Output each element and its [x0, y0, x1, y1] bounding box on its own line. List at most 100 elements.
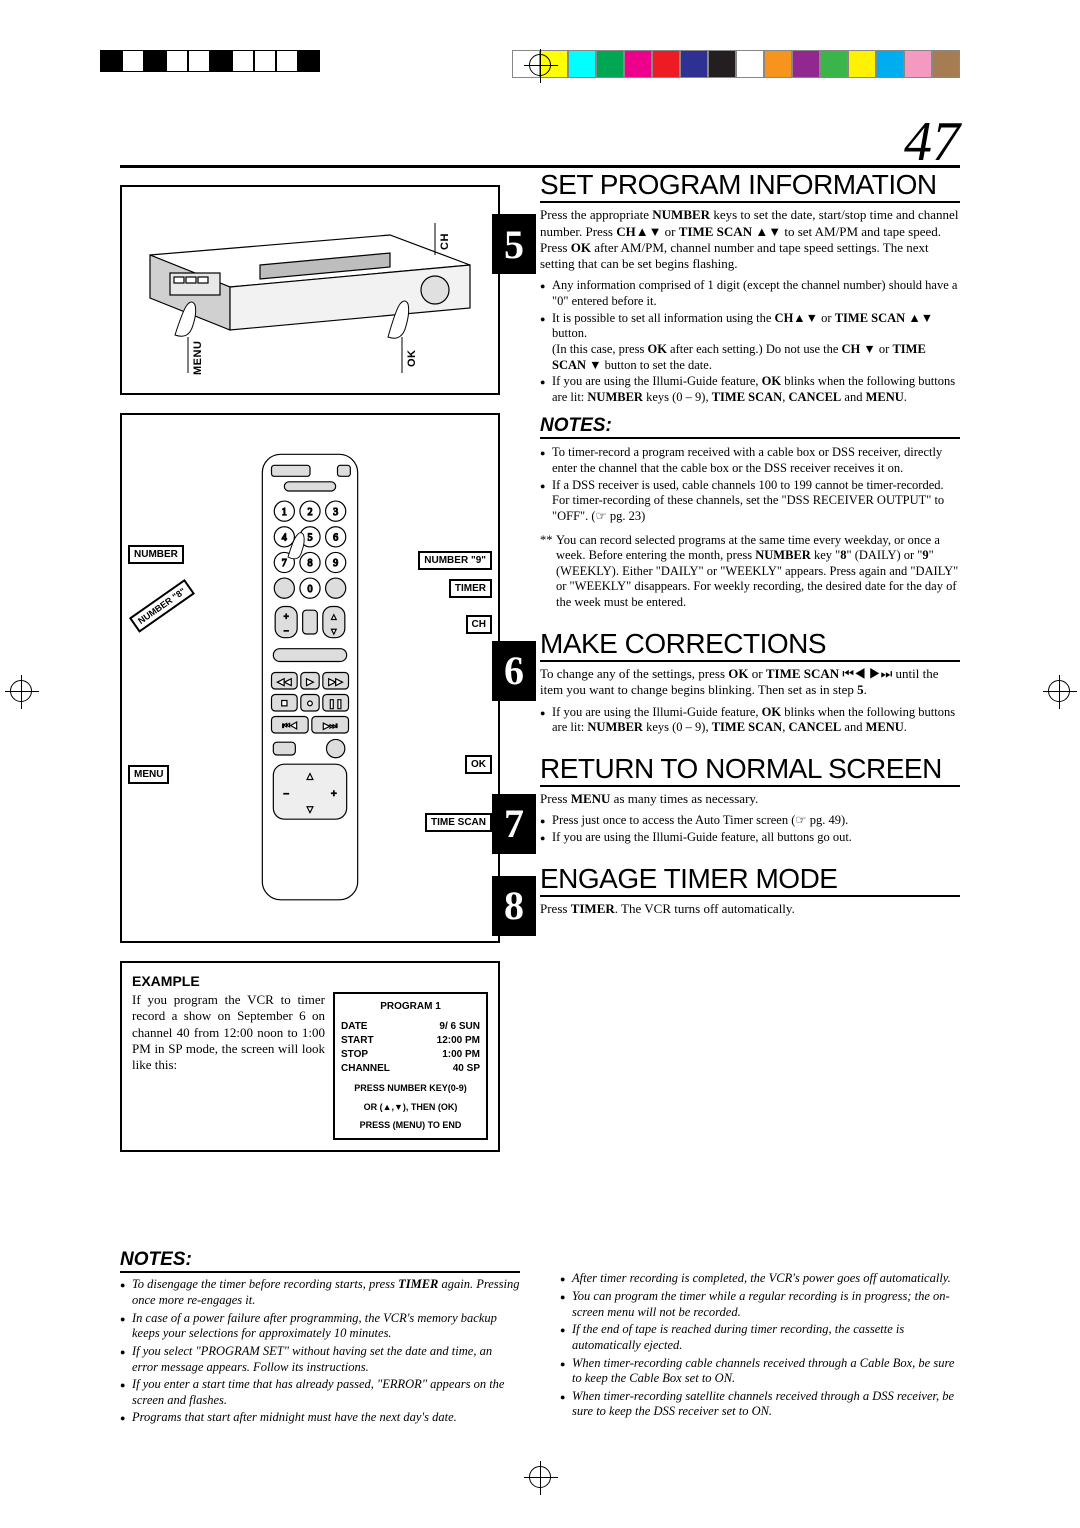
osd-row: DATE9/ 6 SUN [341, 1020, 480, 1034]
osd-row: START12:00 PM [341, 1034, 480, 1048]
step-6: 6 MAKE CORRECTIONS To change any of the … [540, 629, 960, 736]
list-item: Programs that start after midnight must … [120, 1410, 520, 1426]
list-item: If you are using the Illumi-Guide featur… [540, 830, 960, 846]
step-8-body: Press TIMER. The VCR turns off automatic… [540, 901, 960, 917]
example-heading: EXAMPLE [132, 973, 488, 989]
remote-illustration: 1 2 3 4 5 6 7 8 9 0 [200, 428, 420, 928]
osd-row: CHANNEL40 SP [341, 1062, 480, 1076]
svg-text:▶⏭: ▶⏭ [323, 721, 337, 730]
svg-text:8: 8 [307, 558, 312, 569]
vcr-illustration: CH OK MENU [130, 195, 490, 385]
vcr-diagram-box: CH OK MENU [120, 185, 500, 395]
osd-rows: DATE9/ 6 SUNSTART12:00 PMSTOP1:00 PMCHAN… [341, 1020, 480, 1076]
notes1-heading: NOTES: [540, 415, 960, 439]
notes1-list: To timer-record a program received with … [540, 445, 960, 524]
svg-text:▶▶: ▶▶ [329, 676, 343, 686]
step-6-body: To change any of the settings, press OK … [540, 666, 960, 699]
right-column: 5 SET PROGRAM INFORMATION Press the appr… [540, 170, 960, 935]
osd-foot3: PRESS (MENU) TO END [341, 1119, 480, 1132]
step-8: 8 ENGAGE TIMER MODE Press TIMER. The VCR… [540, 864, 960, 918]
list-item: Any information comprised of 1 digit (ex… [540, 278, 960, 309]
list-item: When timer-recording satellite channels … [560, 1389, 960, 1420]
step-5-number: 5 [492, 214, 536, 274]
list-item: To disengage the timer before recording … [120, 1277, 520, 1308]
step-8-number: 8 [492, 876, 536, 936]
content-area: 47 [120, 110, 960, 1428]
top-rule [120, 165, 960, 168]
step-7: 7 RETURN TO NORMAL SCREEN Press MENU as … [540, 754, 960, 846]
ok-label: OK [406, 350, 418, 368]
osd-foot2: OR (▲,▼), THEN (OK) [341, 1101, 480, 1114]
svg-text:−: − [283, 789, 289, 800]
osd-panel: PROGRAM 1 DATE9/ 6 SUNSTART12:00 PMSTOP1… [333, 992, 488, 1140]
list-item: When timer-recording cable channels rece… [560, 1356, 960, 1387]
step-7-number: 7 [492, 794, 536, 854]
ch-label-remote: CH [466, 615, 492, 634]
svg-text:0: 0 [307, 584, 312, 595]
reg-mark-top [529, 54, 551, 76]
list-item: After timer recording is completed, the … [560, 1271, 960, 1287]
svg-text:◀◀: ◀◀ [277, 676, 291, 686]
number-label: NUMBER [128, 545, 184, 564]
list-item: Press just once to access the Auto Timer… [540, 813, 960, 829]
osd-title: PROGRAM 1 [341, 1000, 480, 1014]
osd-row: STOP1:00 PM [341, 1048, 480, 1062]
step-6-title: MAKE CORRECTIONS [540, 629, 960, 662]
remote-diagram-box: 1 2 3 4 5 6 7 8 9 0 [120, 413, 500, 943]
bottom-notes-left: NOTES: To disengage the timer before rec… [120, 1249, 520, 1428]
svg-text:+: + [331, 789, 337, 800]
list-item: In case of a power failure after program… [120, 1311, 520, 1342]
list-item: If you are using the Illumi-Guide featur… [540, 374, 960, 405]
timescan-label: TIME SCAN [425, 813, 492, 832]
svg-text:9: 9 [333, 558, 338, 569]
list-item: If a DSS receiver is used, cable channel… [540, 478, 960, 525]
step-7-body: Press MENU as many times as necessary. [540, 791, 960, 807]
menu-label-remote: MENU [128, 765, 169, 784]
reg-squares-top-left [100, 50, 320, 72]
svg-text:▶: ▶ [306, 676, 313, 686]
bottom-notes-left-list: To disengage the timer before recording … [120, 1277, 520, 1426]
bottom-notes-heading: NOTES: [120, 1249, 520, 1273]
step-5: 5 SET PROGRAM INFORMATION Press the appr… [540, 170, 960, 611]
ch-label: CH [439, 233, 451, 250]
svg-text:▲: ▲ [330, 612, 338, 621]
svg-text:▲: ▲ [305, 772, 315, 783]
menu-label: MENU [192, 341, 204, 375]
bottom-notes: NOTES: To disengage the timer before rec… [120, 1249, 960, 1428]
step-6-bullets: If you are using the Illumi-Guide featur… [540, 705, 960, 736]
svg-text:●: ● [307, 697, 314, 709]
list-item: To timer-record a program received with … [540, 445, 960, 476]
color-bar [512, 50, 960, 78]
step-7-bullets: Press just once to access the Auto Timer… [540, 813, 960, 845]
weekly-daily-note: You can record selected programs at the … [540, 533, 960, 611]
svg-text:⏮◀: ⏮◀ [282, 721, 297, 730]
number9-label: NUMBER "9" [418, 551, 492, 570]
list-item: If the end of tape is reached during tim… [560, 1322, 960, 1353]
svg-text:3: 3 [333, 507, 338, 518]
svg-text:7: 7 [282, 558, 287, 569]
left-column: CH OK MENU [120, 185, 500, 1152]
step-7-title: RETURN TO NORMAL SCREEN [540, 754, 960, 787]
osd-foot1: PRESS NUMBER KEY(0-9) [341, 1082, 480, 1095]
bottom-notes-right-list: After timer recording is completed, the … [560, 1271, 960, 1420]
example-text: If you program the VCR to timer record a… [132, 992, 325, 1073]
svg-text:+: + [284, 611, 289, 621]
svg-text:❚❚: ❚❚ [328, 698, 343, 709]
svg-text:5: 5 [307, 533, 312, 544]
page: 47 [0, 0, 1080, 1528]
list-item: If you are using the Illumi-Guide featur… [540, 705, 960, 736]
reg-mark-bottom [529, 1466, 551, 1488]
list-item: You can program the timer while a regula… [560, 1289, 960, 1320]
reg-mark-right [1048, 680, 1070, 702]
list-item: It is possible to set all information us… [540, 311, 960, 374]
step-8-title: ENGAGE TIMER MODE [540, 864, 960, 897]
step-5-bullets: Any information comprised of 1 digit (ex… [540, 278, 960, 405]
timer-label: TIMER [449, 579, 492, 598]
svg-text:2: 2 [307, 507, 312, 518]
step-5-title: SET PROGRAM INFORMATION [540, 170, 960, 203]
svg-text:▼: ▼ [305, 805, 315, 816]
ok-label-remote: OK [465, 755, 492, 774]
svg-text:■: ■ [281, 697, 288, 709]
reg-mark-left [10, 680, 32, 702]
svg-text:▼: ▼ [330, 627, 338, 636]
